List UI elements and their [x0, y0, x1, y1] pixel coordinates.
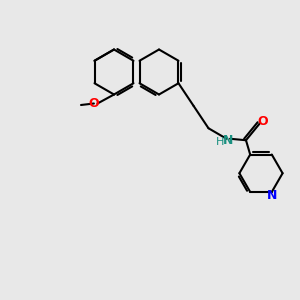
Text: H: H [216, 137, 224, 147]
Text: N: N [267, 189, 277, 202]
Text: N: N [223, 134, 233, 147]
Text: O: O [88, 97, 99, 110]
Text: O: O [257, 115, 268, 128]
